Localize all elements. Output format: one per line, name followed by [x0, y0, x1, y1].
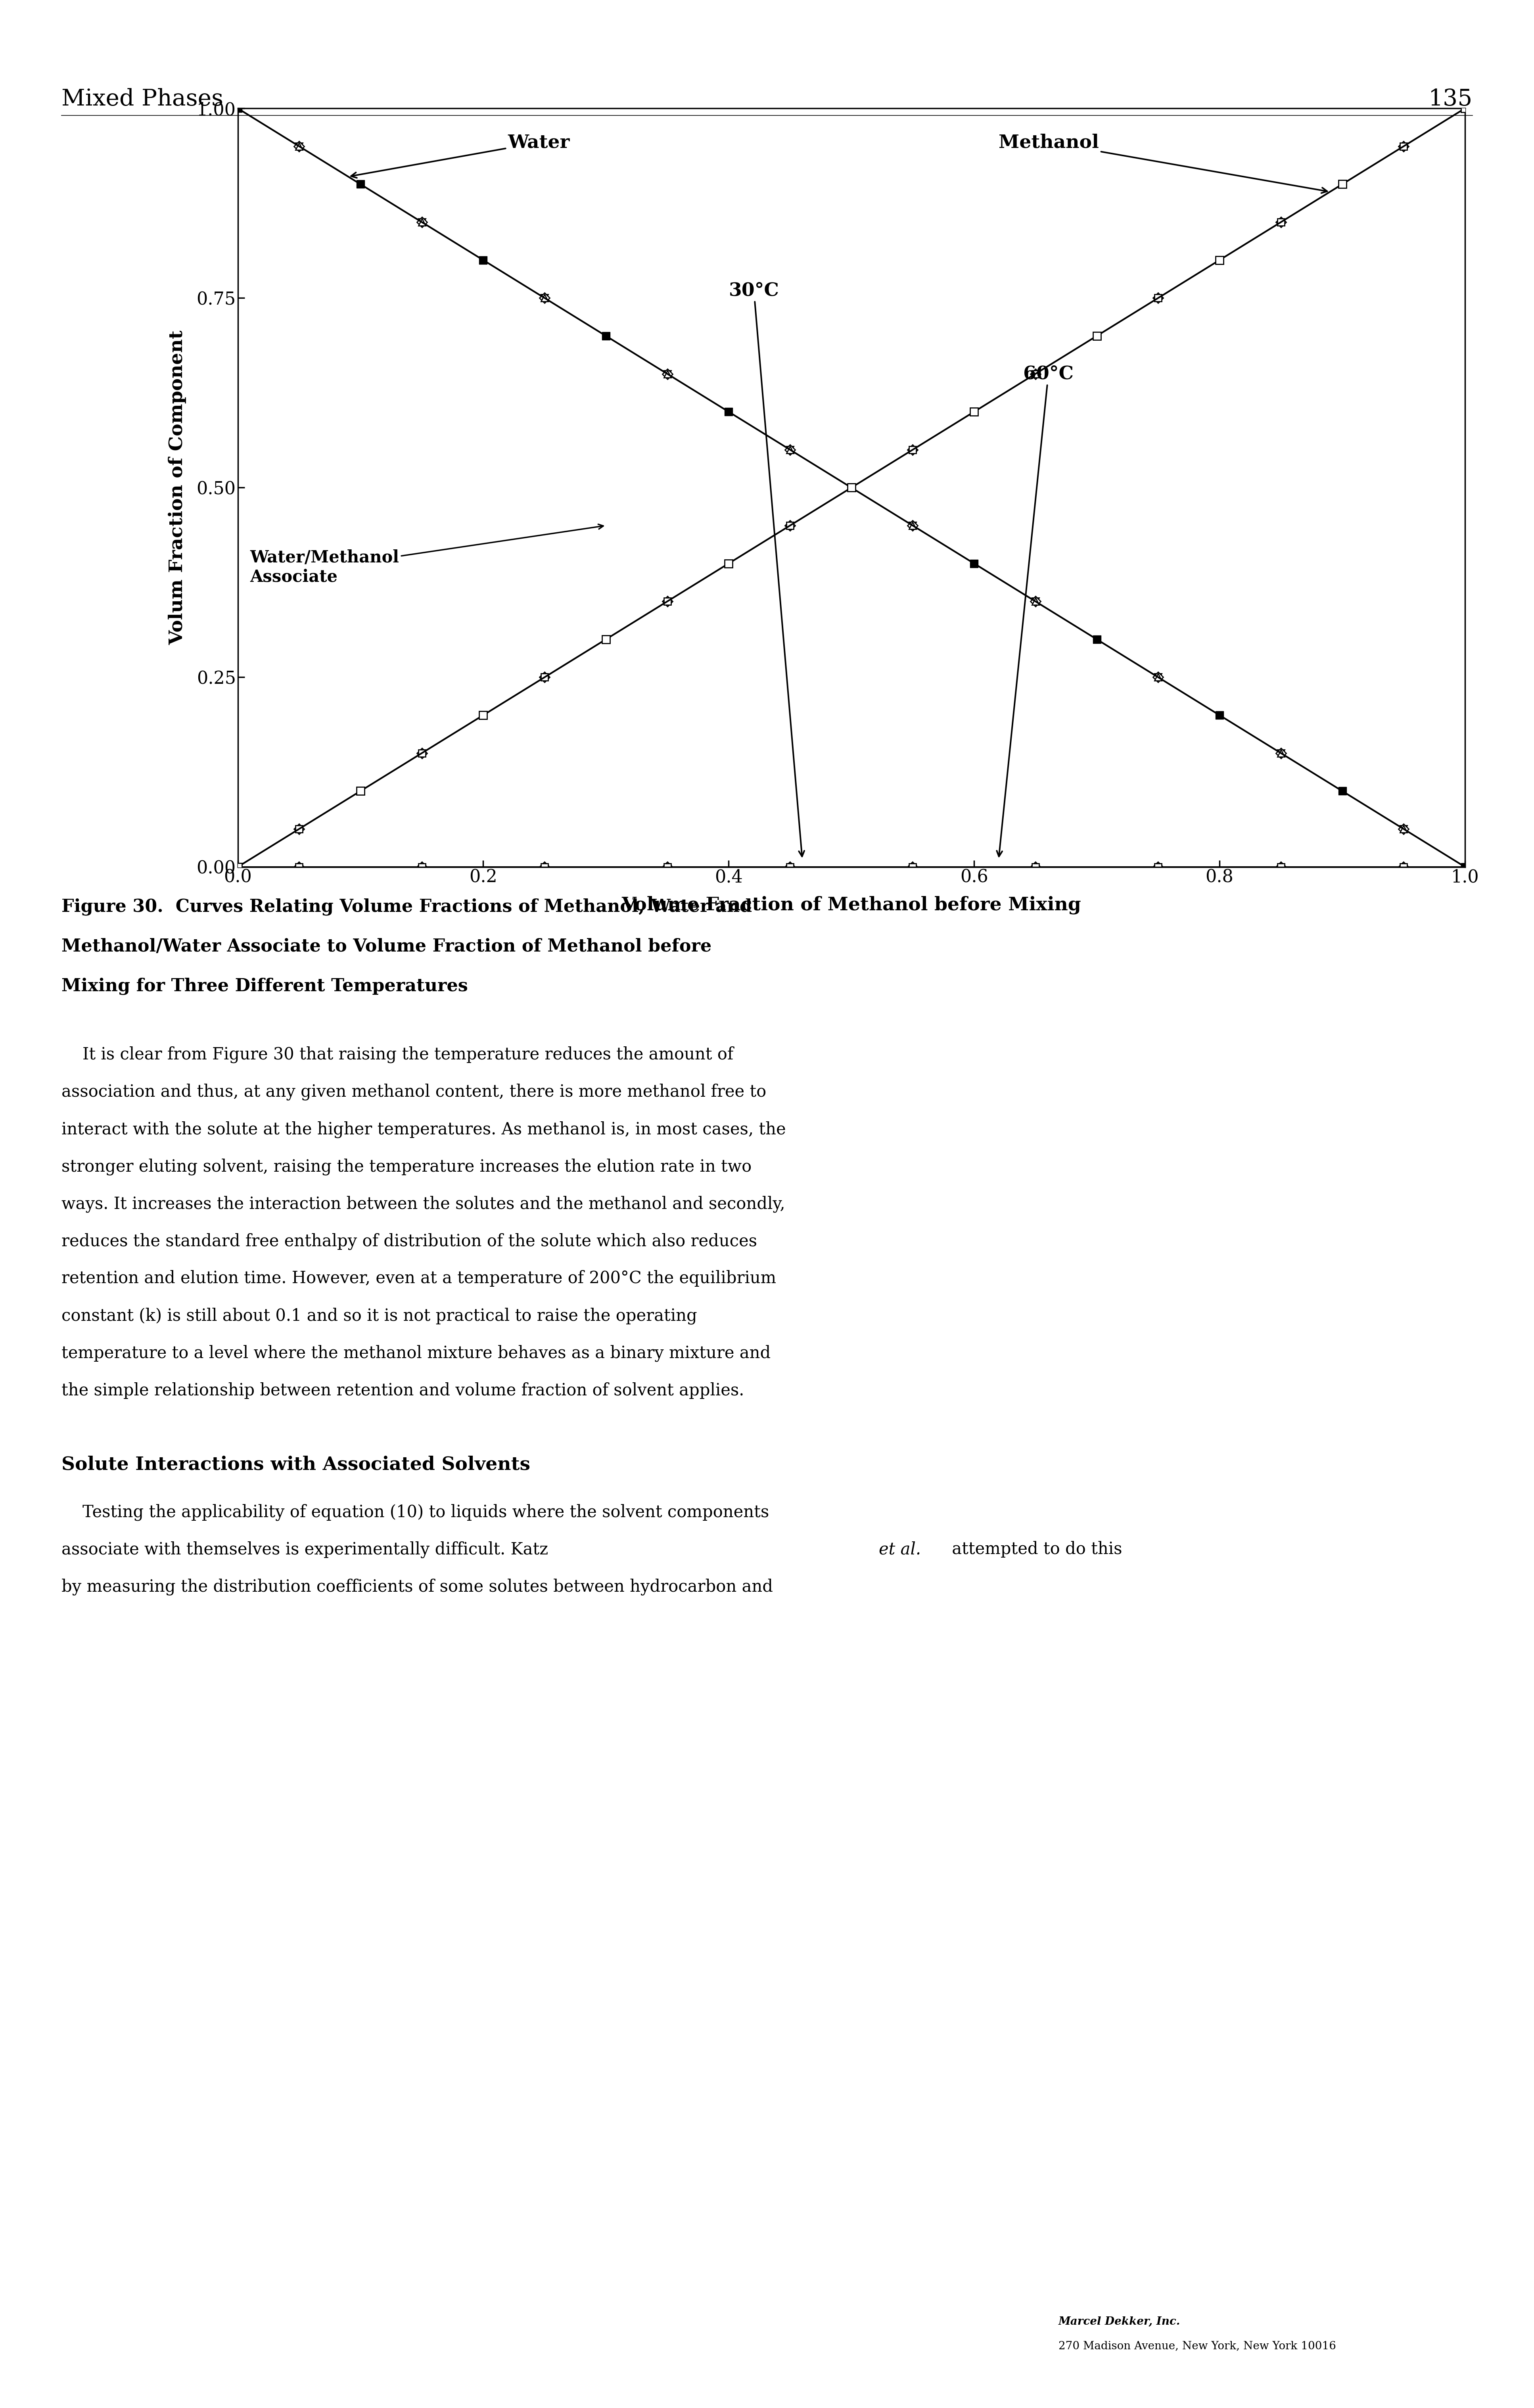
Text: Water: Water — [351, 132, 569, 178]
Text: Methanol: Methanol — [999, 132, 1327, 193]
Text: attempted to do this: attempted to do this — [946, 1541, 1121, 1558]
Text: reduces the standard free enthalpy of distribution of the solute which also redu: reduces the standard free enthalpy of di… — [61, 1233, 756, 1250]
Text: the simple relationship between retention and volume fraction of solvent applies: the simple relationship between retentio… — [61, 1382, 744, 1399]
Text: by measuring the distribution coefficients of some solutes between hydrocarbon a: by measuring the distribution coefficien… — [61, 1580, 773, 1597]
Text: Solute Interactions with Associated Solvents: Solute Interactions with Associated Solv… — [61, 1454, 531, 1474]
Text: Figure 30.  Curves Relating Volume Fractions of Methanol, Water and: Figure 30. Curves Relating Volume Fracti… — [61, 898, 752, 915]
Text: Mixing for Three Different Temperatures: Mixing for Three Different Temperatures — [61, 978, 468, 995]
Text: associate with themselves is experimentally difficult. Katz: associate with themselves is experimenta… — [61, 1541, 554, 1558]
Text: 270 Madison Avenue, New York, New York 10016: 270 Madison Avenue, New York, New York 1… — [1058, 2341, 1336, 2350]
Text: Water/Methanol
Associate: Water/Methanol Associate — [250, 525, 603, 585]
Text: constant (k) is still about 0.1 and so it is not practical to raise the operatin: constant (k) is still about 0.1 and so i… — [61, 1308, 696, 1324]
Text: stronger eluting solvent, raising the temperature increases the elution rate in : stronger eluting solvent, raising the te… — [61, 1158, 752, 1175]
Text: Mixed Phases: Mixed Phases — [61, 87, 224, 111]
Text: Methanol/Water Associate to Volume Fraction of Methanol before: Methanol/Water Associate to Volume Fract… — [61, 937, 712, 956]
Text: It is clear from Figure 30 that raising the temperature reduces the amount of: It is clear from Figure 30 that raising … — [61, 1045, 733, 1064]
Text: ways. It increases the interaction between the solutes and the methanol and seco: ways. It increases the interaction betwe… — [61, 1197, 785, 1214]
Text: association and thus, at any given methanol content, there is more methanol free: association and thus, at any given metha… — [61, 1084, 765, 1100]
X-axis label: Volume Fraction of Methanol before Mixing: Volume Fraction of Methanol before Mixin… — [621, 896, 1081, 915]
Text: et al.: et al. — [879, 1541, 920, 1558]
Text: retention and elution time. However, even at a temperature of 200°C the equilibr: retention and elution time. However, eve… — [61, 1271, 776, 1286]
Text: 135: 135 — [1428, 87, 1473, 111]
Text: Testing the applicability of equation (10) to liquids where the solvent componen: Testing the applicability of equation (1… — [61, 1503, 769, 1522]
Text: temperature to a level where the methanol mixture behaves as a binary mixture an: temperature to a level where the methano… — [61, 1344, 770, 1363]
Y-axis label: Volum Fraction of Component: Volum Fraction of Component — [169, 330, 187, 645]
Text: 60°C: 60°C — [997, 364, 1074, 857]
Text: interact with the solute at the higher temperatures. As methanol is, in most cas: interact with the solute at the higher t… — [61, 1122, 785, 1139]
Text: Marcel Dekker, Inc.: Marcel Dekker, Inc. — [1058, 2316, 1180, 2326]
Text: 30°C: 30°C — [729, 282, 804, 857]
